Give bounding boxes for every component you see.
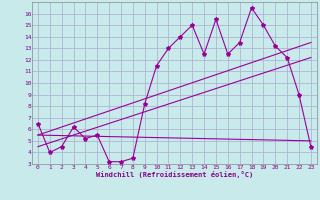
X-axis label: Windchill (Refroidissement éolien,°C): Windchill (Refroidissement éolien,°C)	[96, 171, 253, 178]
